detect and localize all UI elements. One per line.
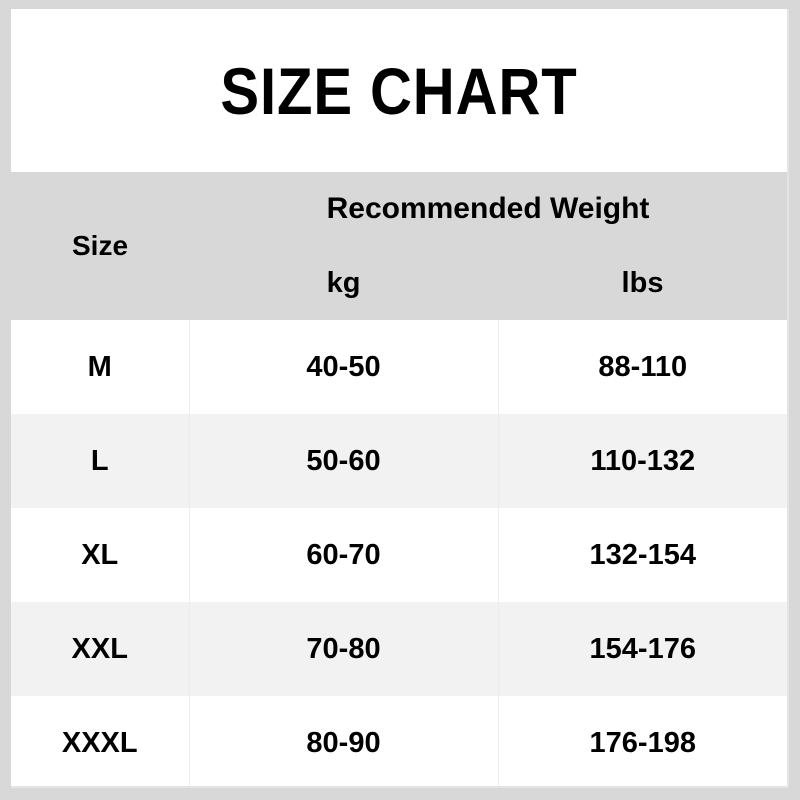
- table-header: Size Recommended Weight kg lbs: [11, 172, 787, 320]
- cell-kg: 50-60: [189, 414, 499, 508]
- title-band: SIZE CHART: [11, 9, 787, 172]
- cell-size: XXXL: [11, 696, 190, 786]
- column-header-recommended-weight: Recommended Weight: [189, 172, 787, 246]
- table-row: M 40-50 88-110: [11, 320, 787, 414]
- column-header-size: Size: [11, 172, 189, 320]
- table-header-row-primary: Size Recommended Weight: [11, 172, 787, 320]
- cell-size: M: [11, 320, 190, 414]
- column-header-lbs: lbs: [498, 246, 787, 320]
- cell-kg: 40-50: [189, 320, 499, 414]
- size-chart-card: SIZE CHART Size Recommended Weight kg lb…: [11, 9, 789, 788]
- cell-size: XL: [11, 508, 190, 602]
- table-row: L 50-60 110-132: [11, 414, 787, 508]
- cell-lbs: 176-198: [498, 696, 787, 786]
- cell-lbs: 110-132: [498, 414, 787, 508]
- table-header-row-units: kg lbs: [11, 246, 787, 320]
- table-body: M 40-50 88-110 L 50-60 110-132 XL 60-70 …: [11, 320, 787, 786]
- cell-size: XXL: [11, 602, 190, 696]
- cell-size: L: [11, 414, 190, 508]
- cell-lbs: 132-154: [498, 508, 787, 602]
- cell-kg: 80-90: [189, 696, 499, 786]
- column-header-kg: kg: [189, 246, 498, 320]
- cell-lbs: 154-176: [498, 602, 787, 696]
- table-row: XXL 70-80 154-176: [11, 602, 787, 696]
- cell-lbs: 88-110: [498, 320, 787, 414]
- cell-kg: 60-70: [189, 508, 499, 602]
- table-row: XL 60-70 132-154: [11, 508, 787, 602]
- cell-kg: 70-80: [189, 602, 499, 696]
- page-title: SIZE CHART: [220, 53, 578, 128]
- size-chart-table: Size Recommended Weight kg lbs M 40-50 8…: [11, 172, 787, 786]
- table-row: XXXL 80-90 176-198: [11, 696, 787, 786]
